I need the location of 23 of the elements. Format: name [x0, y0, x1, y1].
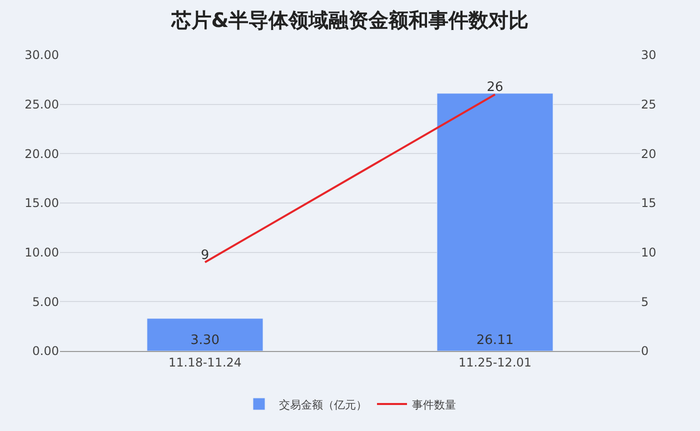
y-tick-label: 25.00: [24, 98, 59, 112]
y-tick-label: 10.00: [24, 246, 59, 260]
x-tick-label: 11.25-12.01: [458, 355, 532, 370]
y2-tick-label: 25: [641, 98, 656, 112]
x-tick-label: 11.18-11.24: [168, 355, 242, 370]
legend-label: 交易金额（亿元）: [279, 398, 367, 412]
y2-tick-label: 15: [641, 196, 656, 210]
y-tick-label: 0.00: [32, 344, 59, 358]
y-tick-label: 30.00: [24, 48, 59, 62]
y-tick-label: 5.00: [32, 294, 59, 309]
y2-tick-label: 0: [641, 344, 649, 358]
y2-tick-label: 20: [641, 146, 656, 161]
y2-tick-label: 30: [641, 48, 656, 62]
y-tick-label: 15.00: [24, 196, 59, 210]
y2-tick-label: 10: [641, 246, 656, 260]
data-label: 26: [486, 80, 504, 96]
y-tick-label: 20.00: [24, 146, 59, 161]
legend-label: 事件数量: [412, 398, 456, 412]
data-label: 9: [200, 248, 210, 263]
y2-tick-label: 5: [641, 294, 649, 309]
chart-title: 芯片&半导体领域融资金额和事件数对比: [170, 8, 529, 32]
data-label: 3.30: [190, 333, 220, 348]
data-label: 26.11: [476, 333, 514, 348]
